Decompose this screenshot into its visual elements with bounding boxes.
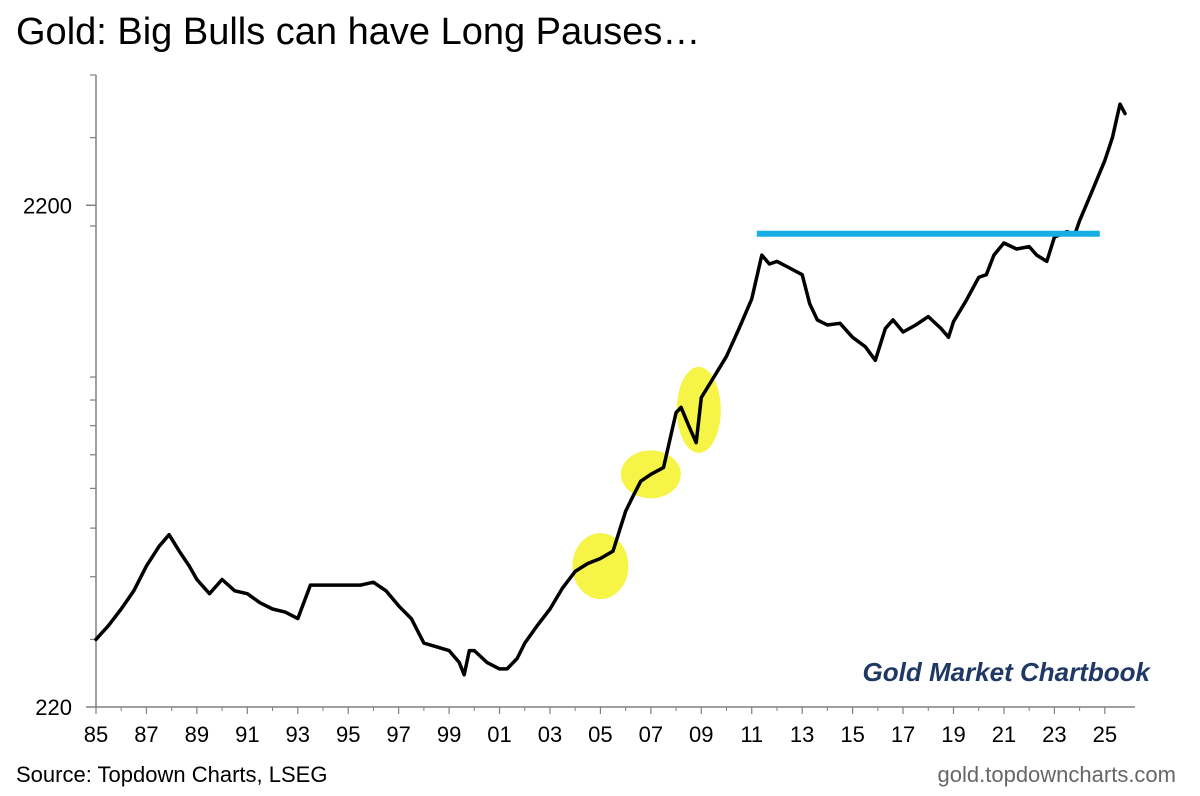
x-tick-label: 89 [185,722,209,747]
x-tick-label: 03 [538,722,562,747]
chart-axes: 2200 220 85 87 89 91 93 95 97 99 01 03 05 07 09 11 13 15 1… [23,74,1135,747]
x-tick-label: 21 [992,722,1016,747]
x-tick-label: 23 [1042,722,1066,747]
chartbook-watermark: Gold Market Chartbook [862,657,1150,687]
x-tick-label: 25 [1093,722,1117,747]
x-tick-label: 01 [487,722,511,747]
gold-price-line [94,102,1127,677]
site-url: gold.topdowncharts.com [937,762,1176,787]
x-tick-label: 13 [790,722,814,747]
x-tick-label: 91 [235,722,259,747]
y-tick-label: 220 [35,695,72,720]
x-tick-label: 17 [891,722,915,747]
y-tick-label: 2200 [23,193,72,218]
x-tick-label: 93 [286,722,310,747]
source-note: Source: Topdown Charts, LSEG [16,762,328,787]
x-tick-label: 85 [84,722,108,747]
x-tick-label: 11 [740,722,763,747]
consolidation-highlights [572,366,721,600]
x-tick-label: 99 [437,722,461,747]
x-tick-label: 09 [689,722,713,747]
series-layer [94,102,1127,677]
x-tick-label: 07 [639,722,663,747]
x-tick-label: 95 [336,722,360,747]
x-tick-label: 97 [386,722,410,747]
x-tick-label: 87 [134,722,158,747]
chart-title: Gold: Big Bulls can have Long Pauses… [16,11,701,53]
x-tick-label: 05 [588,722,612,747]
x-tick-label: 15 [840,722,864,747]
x-tick-label: 19 [941,722,965,747]
